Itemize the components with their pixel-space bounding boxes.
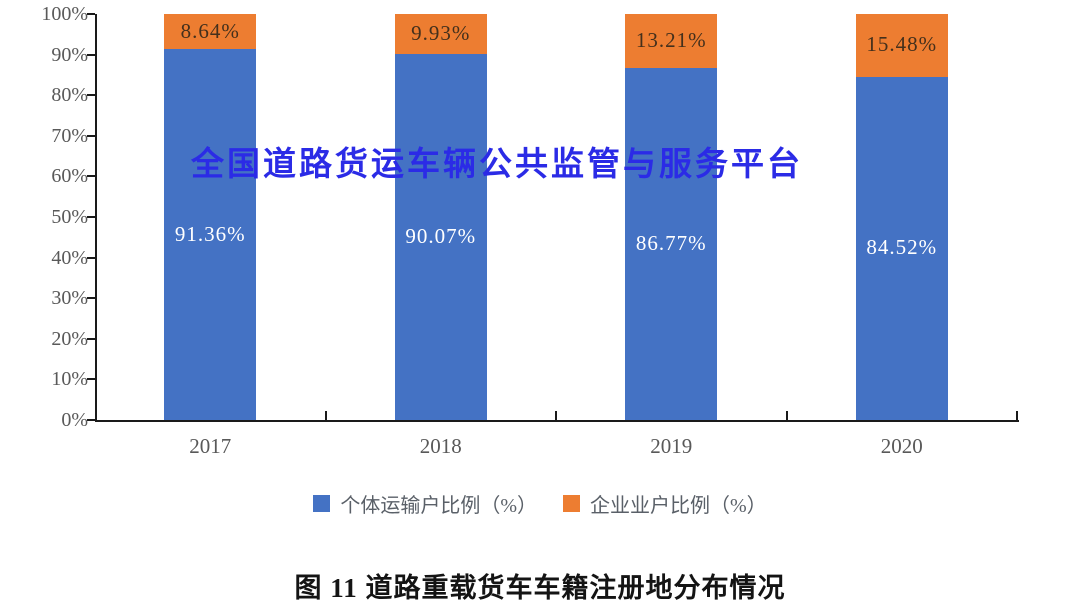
figure-caption: 图 11 道路重载货车车籍注册地分布情况 <box>294 573 786 603</box>
y-tick-label: 60% <box>51 165 88 188</box>
legend-item-enterprise: 企业业户比例（%） <box>563 489 767 518</box>
legend-swatch-blue-icon <box>313 495 331 512</box>
bar-segment-individual <box>855 76 948 420</box>
bar-value-label-enterprise: 13.21% <box>635 27 707 52</box>
x-category-label: 2019 <box>650 434 693 458</box>
x-category-label: 2020 <box>880 434 923 458</box>
y-tick-mark <box>87 13 95 15</box>
legend-item-individual: 个体运输户比例（%） <box>313 489 537 518</box>
y-tick-mark <box>87 337 95 340</box>
y-tick-label: 80% <box>51 84 88 107</box>
y-tick-label: 100% <box>41 3 88 25</box>
legend-label-individual: 个体运输户比例（%） <box>340 495 537 517</box>
x-tick-mark <box>555 411 557 420</box>
y-tick-label: 10% <box>51 368 88 391</box>
x-axis-line <box>95 420 1019 422</box>
bar-segment-individual <box>164 49 257 420</box>
y-tick-mark <box>87 256 95 259</box>
bar-value-label-enterprise: 8.64% <box>180 18 240 43</box>
y-tick-mark <box>87 419 95 421</box>
y-tick-mark <box>87 297 95 300</box>
y-tick-label: 50% <box>51 206 88 228</box>
y-axis-line <box>95 14 97 422</box>
bar-value-label-individual: 91.36% <box>174 221 246 246</box>
bar-value-label-individual: 90.07% <box>405 224 477 249</box>
bar-segment-individual <box>394 54 487 420</box>
y-tick-mark <box>87 378 95 381</box>
y-tick-label: 30% <box>51 287 88 310</box>
bar-segment-individual <box>625 67 718 420</box>
bar-value-label-enterprise: 9.93% <box>411 21 471 46</box>
y-tick-mark <box>87 134 95 137</box>
x-category-label: 2017 <box>189 434 232 458</box>
bar-segment-enterprise <box>164 14 257 50</box>
legend-label-enterprise: 企业业户比例（%） <box>590 495 767 517</box>
y-tick-label: 20% <box>51 327 88 350</box>
legend-swatch-orange-icon <box>563 495 580 512</box>
y-tick-label: 40% <box>51 246 88 269</box>
x-tick-mark <box>1016 411 1018 420</box>
legend: 个体运输户比例（%） 企业业户比例（%） <box>0 489 1080 518</box>
y-tick-mark <box>87 216 95 218</box>
bar-segment-enterprise <box>394 14 487 55</box>
watermark-text: 全国道路货运车辆公共监管与服务平台 <box>191 145 803 182</box>
bar-value-label-enterprise: 15.48% <box>866 32 938 57</box>
x-tick-mark <box>324 411 327 420</box>
bar-value-label-individual: 84.52% <box>866 235 938 260</box>
bar-segment-enterprise <box>625 14 718 68</box>
x-category-label: 2018 <box>419 434 462 458</box>
y-tick-mark <box>87 53 95 56</box>
y-tick-mark <box>87 94 95 97</box>
y-tick-label: 90% <box>51 43 88 66</box>
bar-segment-enterprise <box>855 14 948 77</box>
x-tick-mark <box>785 411 788 420</box>
bar-value-label-individual: 86.77% <box>635 230 707 255</box>
y-tick-mark <box>87 175 95 178</box>
y-tick-label: 70% <box>51 124 88 147</box>
y-tick-label: 0% <box>61 409 88 431</box>
